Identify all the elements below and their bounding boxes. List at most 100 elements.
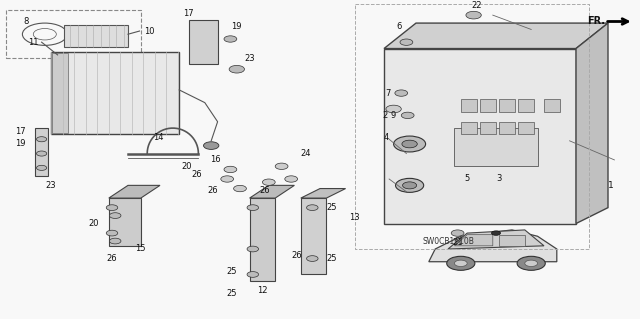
Circle shape — [402, 140, 417, 148]
Polygon shape — [250, 198, 275, 281]
Text: 20: 20 — [182, 162, 192, 171]
Circle shape — [307, 256, 318, 261]
Text: 20: 20 — [89, 219, 99, 228]
Bar — [461, 100, 477, 112]
Circle shape — [262, 179, 275, 185]
Text: 26: 26 — [291, 251, 302, 260]
Text: 1: 1 — [609, 181, 614, 190]
Polygon shape — [250, 185, 294, 198]
Bar — [454, 128, 538, 166]
Polygon shape — [384, 23, 608, 48]
Polygon shape — [301, 189, 346, 198]
Circle shape — [247, 205, 259, 211]
Circle shape — [492, 231, 500, 235]
Text: 2: 2 — [382, 111, 387, 120]
Circle shape — [229, 65, 244, 73]
Bar — [64, 25, 128, 47]
Circle shape — [403, 182, 417, 189]
Text: 6: 6 — [397, 22, 402, 31]
Text: 23: 23 — [46, 181, 56, 190]
Text: FR.: FR. — [587, 17, 605, 26]
Circle shape — [396, 178, 424, 192]
Circle shape — [401, 112, 414, 119]
Circle shape — [447, 256, 475, 270]
Polygon shape — [35, 128, 48, 176]
Circle shape — [525, 260, 538, 266]
Bar — [544, 100, 560, 112]
Circle shape — [451, 230, 464, 236]
Circle shape — [386, 105, 401, 113]
Text: 5: 5 — [465, 174, 470, 183]
Circle shape — [247, 271, 259, 277]
Text: 24: 24 — [301, 149, 311, 158]
Circle shape — [204, 142, 219, 149]
Text: 13: 13 — [349, 213, 360, 222]
Text: 11: 11 — [28, 38, 38, 47]
Text: 21: 21 — [452, 238, 463, 247]
Polygon shape — [109, 185, 160, 198]
Text: 19: 19 — [232, 22, 242, 31]
Text: 4: 4 — [384, 133, 389, 142]
Text: 23: 23 — [244, 54, 255, 63]
Circle shape — [517, 256, 545, 270]
Text: 17: 17 — [15, 127, 26, 136]
Bar — [52, 53, 68, 133]
Text: 26: 26 — [207, 186, 218, 195]
Text: 8: 8 — [23, 17, 28, 26]
Circle shape — [109, 213, 121, 219]
Bar — [499, 122, 515, 134]
Text: 17: 17 — [184, 9, 194, 18]
Circle shape — [466, 11, 481, 19]
Circle shape — [106, 230, 118, 236]
Bar — [189, 20, 218, 64]
Polygon shape — [499, 235, 525, 246]
Text: 10: 10 — [144, 26, 154, 35]
Circle shape — [234, 185, 246, 192]
Bar — [480, 100, 496, 112]
Text: 3: 3 — [497, 174, 502, 183]
Circle shape — [307, 205, 318, 211]
Circle shape — [221, 176, 234, 182]
Circle shape — [224, 166, 237, 173]
Text: 26: 26 — [259, 186, 270, 195]
Text: 25: 25 — [326, 203, 337, 212]
Circle shape — [275, 163, 288, 169]
Polygon shape — [429, 230, 557, 262]
Text: 22: 22 — [472, 1, 482, 10]
Circle shape — [36, 165, 47, 170]
Circle shape — [285, 176, 298, 182]
Circle shape — [36, 151, 47, 156]
Polygon shape — [109, 198, 141, 246]
Text: 19: 19 — [15, 139, 26, 149]
Text: 25: 25 — [326, 254, 337, 263]
Polygon shape — [576, 23, 608, 224]
Text: 26: 26 — [107, 254, 117, 263]
Polygon shape — [448, 230, 544, 249]
Bar — [461, 122, 477, 134]
Circle shape — [36, 137, 47, 142]
Text: 25: 25 — [227, 289, 237, 298]
Bar — [518, 122, 534, 134]
Text: 12: 12 — [257, 286, 268, 295]
Text: 15: 15 — [136, 244, 146, 254]
Circle shape — [106, 205, 118, 211]
Bar — [480, 122, 496, 134]
Circle shape — [247, 246, 259, 252]
Text: 16: 16 — [210, 155, 221, 164]
Polygon shape — [301, 198, 326, 274]
Text: 26: 26 — [191, 170, 202, 179]
Circle shape — [109, 238, 121, 244]
Circle shape — [395, 90, 408, 96]
Text: 7: 7 — [385, 89, 390, 98]
Text: 14: 14 — [153, 133, 163, 142]
Bar — [499, 100, 515, 112]
Circle shape — [394, 136, 426, 152]
Text: 25: 25 — [227, 267, 237, 276]
Circle shape — [400, 39, 413, 45]
Bar — [518, 100, 534, 112]
Text: 9: 9 — [390, 111, 396, 120]
Circle shape — [454, 260, 467, 266]
Polygon shape — [454, 235, 493, 246]
Text: SW0CB1610B: SW0CB1610B — [422, 237, 474, 246]
Bar — [384, 48, 576, 224]
